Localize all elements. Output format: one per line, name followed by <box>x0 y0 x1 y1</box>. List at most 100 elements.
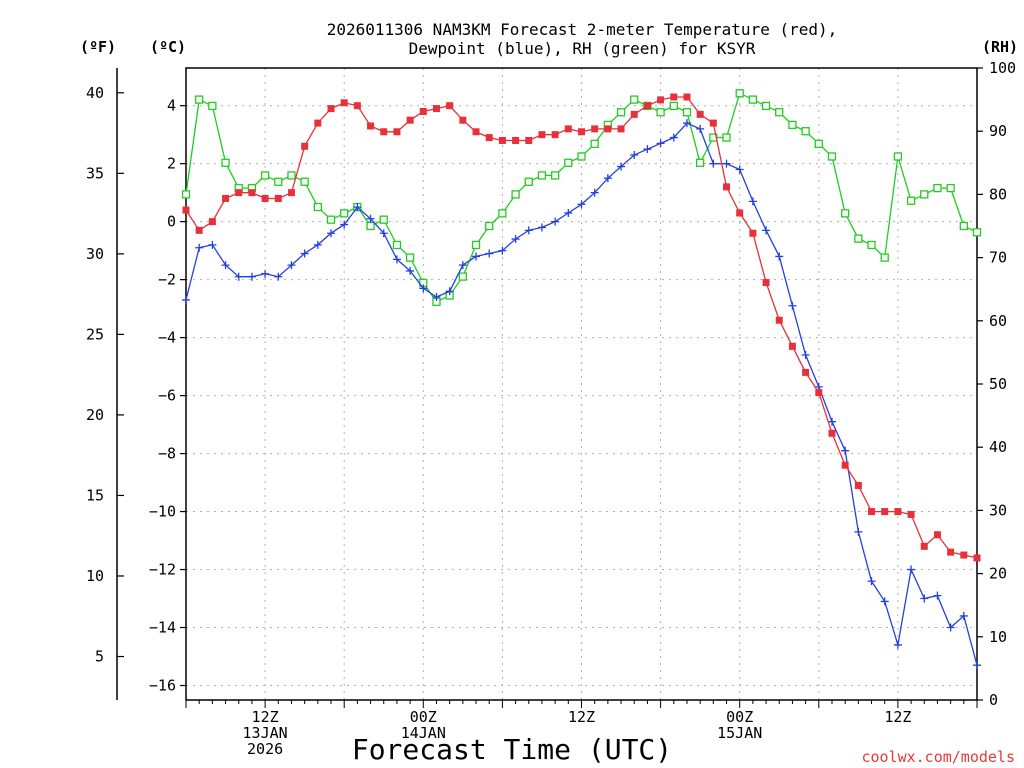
temperature-point <box>446 102 454 110</box>
rh-tick-label: 90 <box>989 122 1007 140</box>
temperature-point <box>802 368 810 376</box>
fahrenheit-tick-label: 40 <box>86 84 104 102</box>
x-tick-label: 14JAN <box>401 724 446 742</box>
rh-point <box>221 158 230 167</box>
rh-point <box>656 108 665 117</box>
temperature-point <box>195 226 203 234</box>
dewpoint-point <box>827 417 836 426</box>
rh-point <box>788 120 797 130</box>
celsius-unit-label: (ºC) <box>150 38 186 56</box>
temperature-point <box>881 508 889 516</box>
temperature-point <box>525 136 533 144</box>
fahrenheit-tick-label: 5 <box>95 648 104 666</box>
temperature-point <box>762 279 770 287</box>
dewpoint-point <box>630 150 639 159</box>
dewpoint-point <box>511 235 520 244</box>
rh-point <box>616 108 626 117</box>
rh-point <box>498 209 507 218</box>
rh-point <box>682 108 692 117</box>
celsius-tick-label: −12 <box>149 561 176 579</box>
temperature-point <box>788 342 796 350</box>
x-tick-label: 12Z <box>252 708 279 726</box>
dewpoint-point <box>551 217 560 226</box>
temperature-point <box>380 128 388 136</box>
temperature-point <box>406 116 414 124</box>
fahrenheit-unit-label: (ºF) <box>80 38 116 56</box>
temperature-point <box>960 551 968 559</box>
temperature-point <box>485 134 493 142</box>
dewpoint-point <box>366 214 375 223</box>
rh-point <box>379 215 388 224</box>
temperature-point <box>894 508 902 516</box>
temperature-point <box>578 128 585 136</box>
dewpoint-point <box>195 243 204 252</box>
dewpoint-point <box>564 208 573 217</box>
rh-point <box>735 89 744 98</box>
rh-point <box>366 221 375 231</box>
temperature-point <box>723 183 731 191</box>
rh-tick-label: 30 <box>989 501 1007 519</box>
rh-tick-label: 40 <box>989 438 1007 456</box>
dewpoint-point <box>392 255 401 264</box>
temperature-point <box>617 125 625 133</box>
temperature-point <box>604 125 612 133</box>
temperature-point <box>854 481 862 489</box>
rh-point <box>577 152 586 161</box>
rh-tick-label: 80 <box>989 185 1007 203</box>
dewpoint-point <box>656 139 665 148</box>
dewpoint-point <box>445 287 454 296</box>
rh-point <box>313 202 322 212</box>
dewpoint-point <box>893 640 902 649</box>
rh-point <box>550 171 560 180</box>
rh-point <box>906 196 916 205</box>
temperature-point <box>775 316 783 324</box>
temperature-point <box>208 218 216 226</box>
dewpoint-point <box>920 594 929 603</box>
rh-point <box>880 253 889 262</box>
temperature-point <box>947 548 955 556</box>
celsius-tick-label: −8 <box>158 445 176 463</box>
temperature-point <box>340 99 348 107</box>
dewpoint-point <box>327 229 336 238</box>
rh-point <box>933 183 942 193</box>
dewpoint-point <box>643 145 652 154</box>
dewpoint-point <box>801 351 810 360</box>
temperature-point <box>907 510 915 518</box>
temperature-point <box>367 122 375 130</box>
rh-point <box>287 171 296 180</box>
credit-link[interactable]: coolwx.com/models <box>861 748 1015 766</box>
rh-point <box>260 171 270 180</box>
celsius-tick-label: 4 <box>167 97 176 115</box>
temperature-point <box>828 429 836 437</box>
rh-point <box>181 190 191 199</box>
temperature-point <box>564 125 572 133</box>
dewpoint-point <box>775 252 784 261</box>
temperature-point <box>538 131 546 139</box>
temperature-point <box>512 136 520 144</box>
dewpoint-point <box>313 240 322 249</box>
dewpoint-point <box>682 119 691 128</box>
rh-tick-label: 20 <box>989 565 1007 583</box>
dewpoint-point <box>234 272 243 281</box>
rh-point <box>867 240 876 250</box>
celsius-tick-label: −10 <box>149 503 176 521</box>
fahrenheit-tick-label: 15 <box>86 486 104 504</box>
dewpoint-point <box>590 188 599 197</box>
temperature-point <box>696 110 704 118</box>
dewpoint-point <box>300 249 309 258</box>
dewpoint-point <box>762 226 771 235</box>
axis-tick-labels: 420−2−4−6−8−10−12−14−1640353025201510510… <box>86 59 1016 758</box>
dewpoint-point <box>182 295 190 304</box>
temperature-point <box>327 105 335 113</box>
temperature-point <box>973 554 981 562</box>
dewpoint-point <box>379 229 388 238</box>
temperature-point <box>920 542 928 550</box>
temperature-point <box>222 194 230 202</box>
x-tick-label: 12Z <box>884 708 911 726</box>
celsius-tick-label: −14 <box>149 619 176 637</box>
temperature-point <box>657 96 665 104</box>
rh-point <box>814 139 823 148</box>
rh-point <box>630 95 639 104</box>
rh-point <box>972 228 982 237</box>
dewpoint-point <box>406 266 415 275</box>
